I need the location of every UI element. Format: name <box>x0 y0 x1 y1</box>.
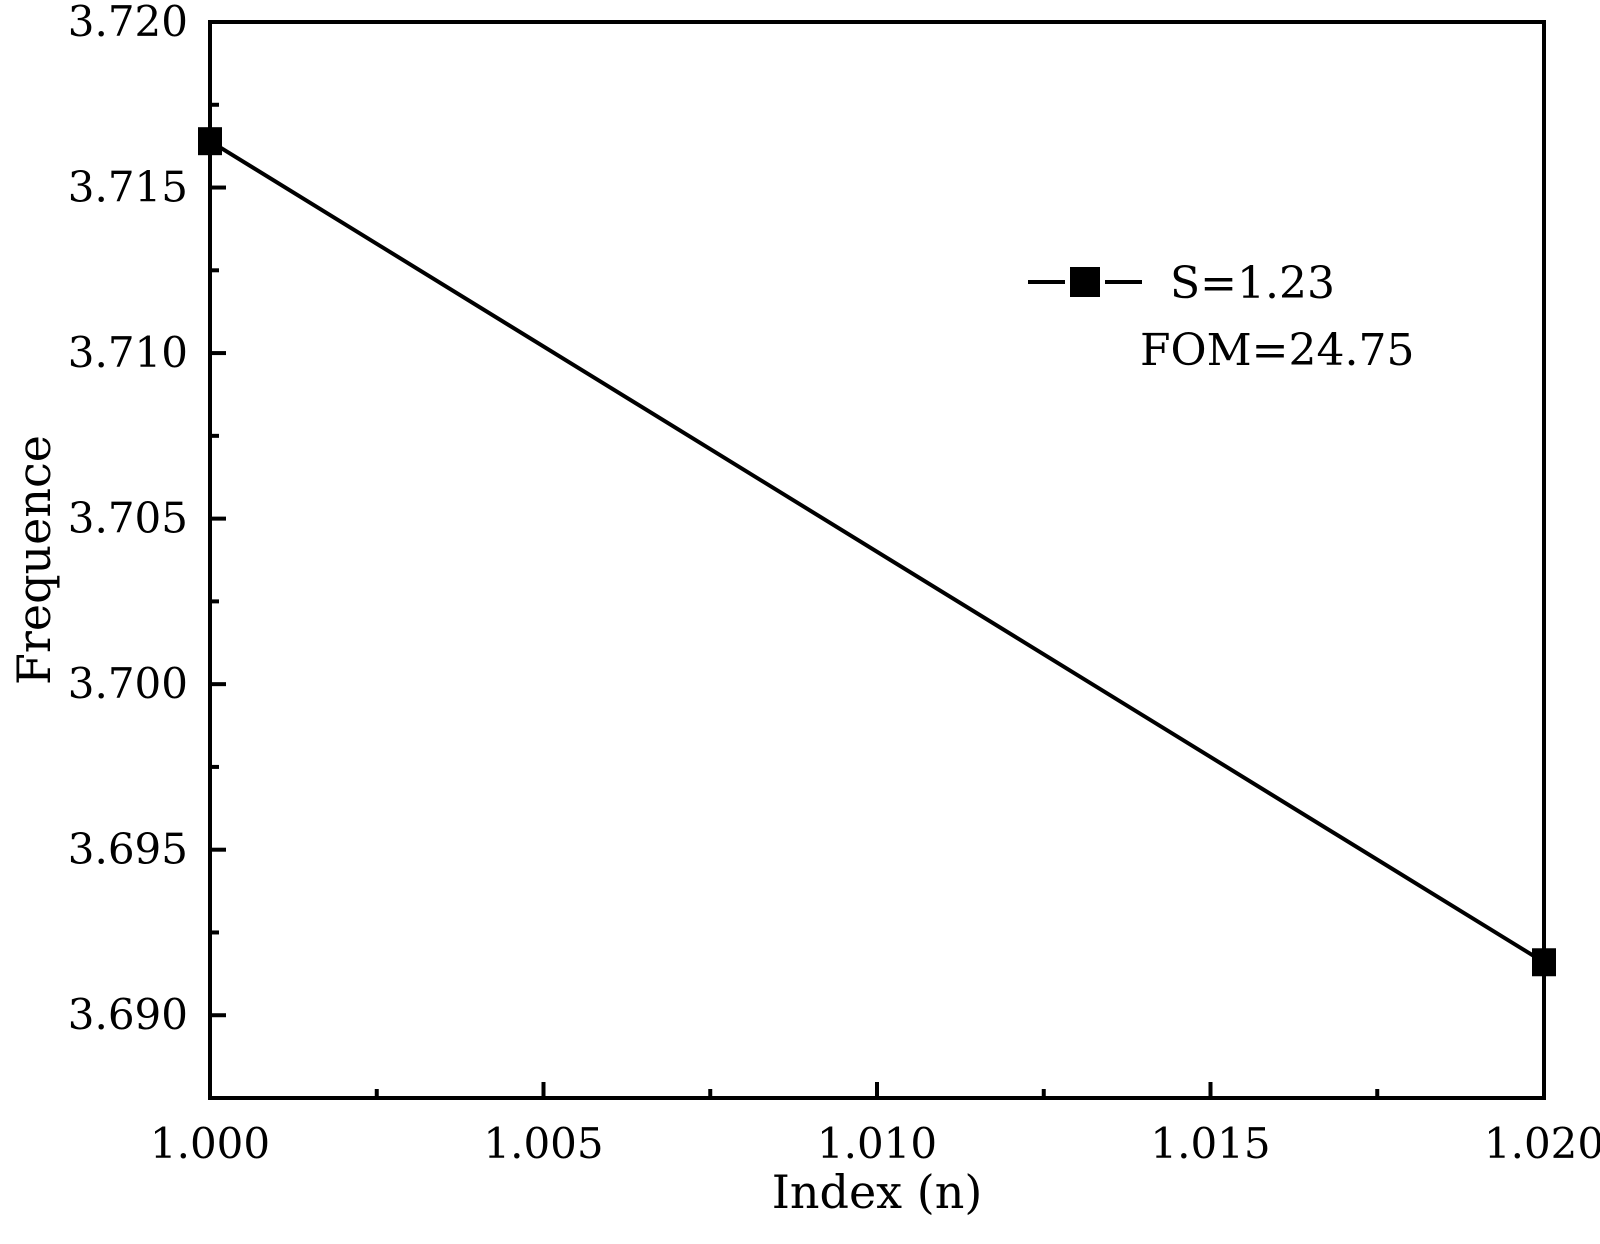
x-tick-label: 1.015 <box>1150 1119 1270 1168</box>
y-tick-label: 3.695 <box>68 825 188 874</box>
fom-annotation: FOM=24.75 <box>1140 325 1414 376</box>
legend-label: S=1.23 <box>1170 258 1335 309</box>
y-tick-label: 3.700 <box>68 659 188 708</box>
x-tick-label: 1.005 <box>483 1119 603 1168</box>
x-axis-title: Index (n) <box>772 1165 983 1219</box>
data-point-marker <box>1532 948 1556 977</box>
y-tick-label: 3.705 <box>68 494 188 543</box>
y-tick-label: 3.715 <box>68 163 188 212</box>
y-tick-label: 3.720 <box>68 0 188 46</box>
series-line <box>208 139 1546 964</box>
series-layer <box>198 127 1556 977</box>
x-tick-label: 1.010 <box>817 1119 937 1168</box>
y-axis-title: Frequence <box>7 435 61 685</box>
y-axis-ticks: 3.690 3.695 3.700 3.705 3.710 3.715 3.720 <box>68 0 226 1039</box>
y-tick-label: 3.710 <box>68 328 188 377</box>
legend: S=1.23 FOM=24.75 <box>1028 258 1414 376</box>
plot-frame <box>208 20 1546 1100</box>
x-tick-label: 1.020 <box>1484 1119 1600 1168</box>
x-axis-ticks: 1.000 1.005 1.010 1.015 1.020 <box>150 1082 1600 1168</box>
data-point-marker <box>198 127 222 156</box>
y-tick-label: 3.690 <box>68 990 188 1039</box>
x-tick-label: 1.000 <box>150 1119 270 1168</box>
legend-marker <box>1070 267 1100 297</box>
